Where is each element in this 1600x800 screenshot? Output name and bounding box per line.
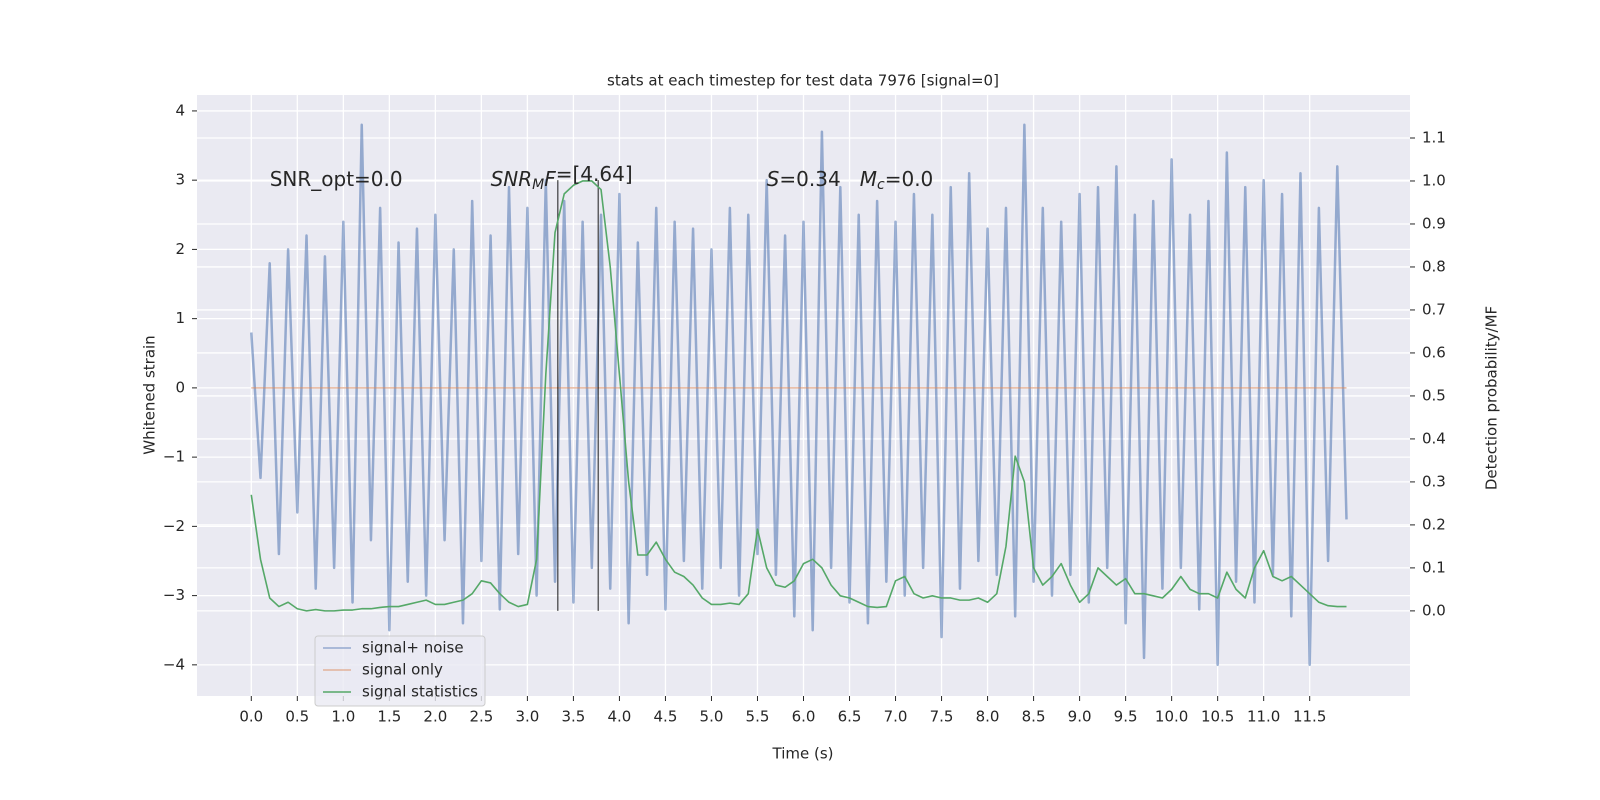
- x-axis-label: Time (s): [772, 745, 834, 763]
- annotation: SNRMF=[4.64]: [491, 162, 633, 194]
- x-tick-label: 6.0: [792, 708, 816, 726]
- annotation-part: SNR_opt=0.0: [270, 167, 403, 191]
- legend-label: signal statistics: [362, 683, 478, 701]
- y-tick-label: 4: [175, 101, 185, 119]
- annotation-part: S: [767, 167, 780, 191]
- y2-tick-label: 0.9: [1422, 214, 1446, 232]
- x-tick-label: 5.5: [746, 708, 770, 726]
- x-tick-label: 2.5: [469, 708, 493, 726]
- legend-label: signal only: [362, 661, 443, 679]
- series-line: [250, 180, 1347, 612]
- y2-tick-label: 0.0: [1422, 601, 1446, 619]
- y-tick-label: −2: [163, 517, 185, 535]
- y-axis-label: Whitened strain: [141, 335, 159, 454]
- x-tick-label: 7.0: [884, 708, 908, 726]
- x-tick-label: 8.0: [976, 708, 1000, 726]
- x-tick-label: 2.0: [423, 708, 447, 726]
- y2-tick-label: 1.0: [1422, 171, 1446, 189]
- x-tick-label: 6.5: [838, 708, 862, 726]
- annotation-part: M: [532, 177, 544, 193]
- y-tick-label: 1: [175, 309, 185, 327]
- x-tick-label: 3.5: [561, 708, 585, 726]
- y-tick-label: 0: [175, 378, 185, 396]
- y-tick-label: −1: [163, 448, 185, 466]
- x-tick-label: 7.5: [930, 708, 954, 726]
- y2-tick-label: 0.5: [1422, 386, 1446, 404]
- x-tick-label: 9.5: [1114, 708, 1138, 726]
- y2-tick-label: 1.1: [1422, 128, 1446, 146]
- x-tick-label: 10.0: [1155, 708, 1188, 726]
- y2-tick-label: 0.8: [1422, 257, 1446, 275]
- y-tick-label: 2: [175, 240, 185, 258]
- y2-tick-label: 0.2: [1422, 515, 1446, 533]
- y2-tick-label: 0.1: [1422, 558, 1446, 576]
- y2-tick-label: 0.6: [1422, 343, 1446, 361]
- x-tick-label: 5.0: [700, 708, 724, 726]
- plot-content: [250, 123, 1348, 667]
- y-tick-label: −3: [163, 586, 185, 604]
- x-tick-label: 9.0: [1068, 708, 1092, 726]
- x-tick-label: 4.0: [608, 708, 632, 726]
- y2-axis-label: Detection probability/MF: [1483, 306, 1501, 490]
- annotation-part: =0.34: [779, 167, 859, 191]
- x-tick-label: 0.5: [285, 708, 309, 726]
- chart-title: stats at each timestep for test data 797…: [607, 72, 999, 90]
- x-tick-label: 1.5: [377, 708, 401, 726]
- legend-box: [314, 635, 486, 707]
- annotation-part: SNR: [491, 167, 533, 191]
- y-tick-label: −4: [163, 655, 185, 673]
- x-tick-label: 8.5: [1022, 708, 1046, 726]
- series-line: [250, 123, 1348, 667]
- x-tick-label: 4.5: [654, 708, 678, 726]
- y-tick-label: 3: [175, 171, 185, 189]
- annotation: S=0.34 Mc=0.0: [767, 167, 934, 194]
- x-tick-label: 0.0: [239, 708, 263, 726]
- annotation-part: =0.0: [885, 167, 934, 191]
- annotation-part: M: [860, 167, 877, 191]
- annotation-part: =[4.64]: [556, 162, 633, 186]
- y2-tick-label: 0.4: [1422, 429, 1446, 447]
- annotation-part: F: [544, 167, 556, 191]
- y2-tick-label: 0.7: [1422, 300, 1446, 318]
- y2-tick-label: 0.3: [1422, 472, 1446, 490]
- annotation: SNR_opt=0.0: [270, 167, 403, 191]
- annotation-part: c: [877, 177, 885, 193]
- x-tick-label: 3.0: [515, 708, 539, 726]
- legend-label: signal+ noise: [362, 639, 464, 657]
- x-tick-label: 10.5: [1201, 708, 1234, 726]
- x-tick-label: 11.0: [1247, 708, 1280, 726]
- x-tick-label: 1.0: [331, 708, 355, 726]
- x-tick-label: 11.5: [1293, 708, 1326, 726]
